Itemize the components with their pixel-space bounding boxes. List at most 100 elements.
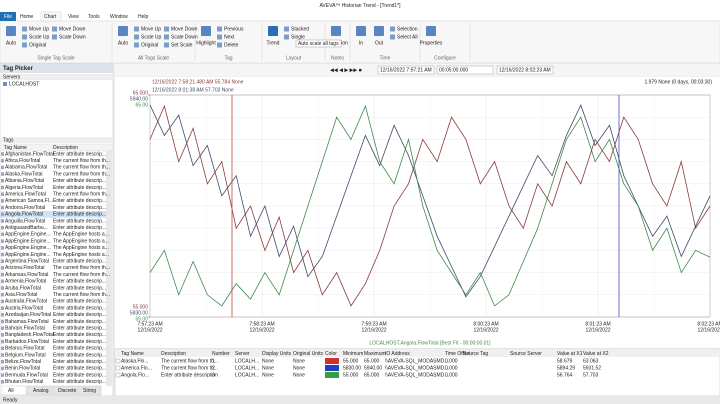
x-tick-date: 12/16/2022	[137, 327, 162, 333]
trend-footer: LOCALHOST.Angola.FlowTotal [Best Fit - 0…	[369, 340, 491, 346]
tag-description: Enter attribute descrip...	[53, 339, 106, 345]
ribbon-button[interactable]: Single	[291, 34, 305, 40]
ribbon-button[interactable]: Move Down	[171, 26, 198, 32]
column-header: Tag Name	[121, 351, 144, 357]
table-cell: 58.679	[557, 358, 573, 364]
tab-label: All	[8, 388, 14, 394]
ribbon-button[interactable]: Set Scale	[171, 42, 193, 48]
row-checkbox[interactable]	[115, 372, 121, 378]
ribbon-button[interactable]: Properties	[420, 40, 443, 46]
ribbon-button[interactable]: Original	[29, 42, 46, 48]
tag-icon	[1, 158, 4, 163]
y-tick-label: 5830.00	[130, 310, 148, 316]
ribbon-button[interactable]: Trend	[267, 40, 280, 46]
tag-name[interactable]: Asia.FlowTotal	[5, 292, 37, 298]
ribbon-button[interactable]: Auto	[118, 40, 129, 46]
tag-name[interactable]: AppEngine.Engine...	[5, 245, 51, 251]
ribbon-button[interactable]: Stacked	[291, 26, 309, 32]
ribbon-button[interactable]: Scale Up	[141, 34, 162, 40]
tag-name[interactable]: AppEngine.Engine...	[5, 238, 51, 244]
table-cell: \\AVEVA-SQL_MODASMD...	[385, 358, 448, 364]
tag-name[interactable]: Andorra.FlowTotal	[5, 205, 45, 211]
tag-name[interactable]: Austria.FlowTotal	[5, 305, 43, 311]
tag-description: Enter attribute descrip...	[53, 346, 106, 352]
nav-button[interactable]: ◀◀ ◀ ▶ ▶▶ ■	[330, 67, 362, 73]
tab[interactable]	[26, 385, 52, 396]
tag-name[interactable]: Alaska.FlowTotal	[5, 171, 43, 177]
tag-name[interactable]: Bahrain.FlowTotal	[5, 326, 45, 332]
tags-column-header	[0, 143, 114, 152]
tag-name[interactable]: Aruba.FlowTotal	[5, 285, 41, 291]
tag-name[interactable]: Belarus.FlowTotal	[5, 346, 44, 352]
tag-name[interactable]: Argentina.FlowTotal	[5, 259, 49, 265]
tag-name[interactable]: AppEngine.Engine...	[5, 232, 51, 238]
scrollbar[interactable]	[106, 151, 112, 386]
tag-name[interactable]: Armenia.FlowTotal	[5, 279, 46, 285]
tag-name[interactable]: Arizona.FlowTotal	[5, 265, 44, 271]
ribbon-button[interactable]: Move Up	[141, 26, 161, 32]
tab[interactable]	[1, 385, 27, 396]
tag-name[interactable]: Anguilla.FlowTotal	[5, 218, 45, 224]
ribbon-button[interactable]: Original	[141, 42, 158, 48]
tag-name[interactable]: Bahamas.FlowTotal	[5, 319, 49, 325]
tag-name[interactable]: Albania.FlowTotal	[5, 178, 44, 184]
column-header: Value at X1	[557, 351, 583, 357]
tag-name[interactable]: Belgium.FlowTotal	[5, 352, 46, 358]
tag-name[interactable]: Bermuda.FlowTotal	[5, 372, 48, 378]
table-cell: 5894.29	[557, 365, 575, 371]
ribbon-tab[interactable]: Tools	[88, 14, 100, 20]
tag-name[interactable]: Angola.FlowTotal	[5, 212, 43, 218]
tag-name[interactable]: Africa.FlowTotal	[5, 158, 40, 164]
tag-name[interactable]: Benin.FlowTotal	[5, 366, 40, 372]
tag-description: Enter attribute descrip...	[53, 319, 106, 325]
tag-name[interactable]: Bhutan.FlowTotal	[5, 379, 43, 385]
tag-name[interactable]: Afghanistan.FlowTotal	[5, 151, 54, 157]
tab[interactable]	[76, 385, 102, 396]
tag-name[interactable]: Belize.FlowTotal	[5, 359, 41, 365]
ribbon-tab[interactable]: View	[68, 14, 79, 20]
column-header: Description	[53, 145, 78, 151]
ribbon-button[interactable]: Scale Up	[29, 34, 50, 40]
column-header: Source Server	[510, 351, 542, 357]
ribbon-tab[interactable]: Chart	[44, 14, 57, 20]
ribbon-tab[interactable]: File	[4, 14, 12, 20]
ribbon-tab[interactable]: Home	[20, 14, 34, 20]
tag-name[interactable]: Australia.FlowTotal	[5, 299, 47, 305]
server-item[interactable]: LOCALHOST	[9, 81, 39, 87]
tab[interactable]	[51, 385, 77, 396]
tag-name[interactable]: Barbados.FlowTotal	[5, 339, 49, 345]
ribbon-button[interactable]: Auto	[6, 40, 17, 46]
row-checkbox[interactable]	[115, 358, 121, 364]
duration-field[interactable]	[436, 65, 494, 75]
ribbon-button[interactable]: Previous	[224, 26, 244, 32]
tag-name[interactable]: Bangladesh.FlowTotal	[5, 332, 54, 338]
tag-name[interactable]: Alabama.FlowTotal	[5, 165, 47, 171]
ribbon-button[interactable]: Selection	[397, 26, 418, 32]
tag-name[interactable]: Azerbaijan.FlowTotal	[5, 312, 51, 318]
tag-name[interactable]: Arkansas.FlowTotal	[5, 272, 48, 278]
start-time-field[interactable]	[377, 65, 435, 75]
button-icon	[52, 34, 57, 40]
tag-name[interactable]: AppEngine.Engine...	[5, 252, 51, 258]
ribbon-button[interactable]: Next	[224, 34, 235, 40]
ribbon-button[interactable]: Scale Down	[59, 34, 86, 40]
tag-name[interactable]: AntiguaandBarbu...	[5, 225, 48, 231]
tag-name[interactable]: Algeria.FlowTotal	[5, 185, 43, 191]
ribbon-button[interactable]: Highlight	[196, 40, 216, 46]
ribbon-button[interactable]: Move Up	[29, 26, 49, 32]
end-time-field[interactable]	[496, 65, 554, 75]
ribbon-button[interactable]: Select All	[397, 34, 418, 40]
ribbon-button[interactable]: Out	[375, 40, 384, 46]
row-checkbox[interactable]	[115, 365, 121, 371]
ribbon-button[interactable]: Delete	[224, 42, 239, 48]
ribbon-button[interactable]: Move Down	[59, 26, 86, 32]
ribbon-button[interactable]: Scale Down	[171, 34, 198, 40]
ribbon-button[interactable]: In	[359, 40, 363, 46]
ribbon-tab[interactable]: Window	[110, 14, 128, 20]
ribbon-tab[interactable]: Help	[138, 14, 149, 20]
tag-name[interactable]: America.FlowTotal	[5, 192, 46, 198]
button-icon	[356, 26, 366, 36]
tag-name[interactable]: American Samoa.Fl...	[5, 198, 53, 204]
button-icon	[52, 26, 57, 32]
